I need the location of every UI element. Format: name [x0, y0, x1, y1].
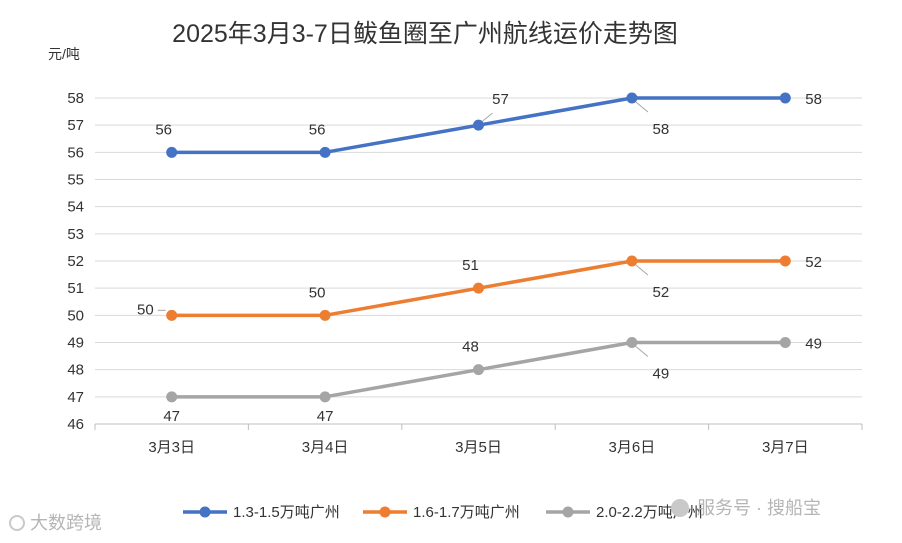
data-point: [319, 309, 331, 321]
y-tick-label: 51: [67, 280, 84, 297]
data-label: 49: [653, 366, 670, 383]
y-tick-label: 53: [67, 226, 84, 243]
data-point: [626, 337, 638, 348]
wechat-icon: [671, 499, 689, 517]
data-point: [779, 337, 791, 348]
legend-marker: [199, 506, 211, 518]
label-leader-line: [482, 112, 493, 122]
y-tick-label: 46: [67, 416, 84, 433]
data-point: [166, 146, 178, 158]
legend-label: 1.6-1.7万吨广州: [413, 504, 520, 521]
x-tick-label: 3月6日: [609, 439, 656, 456]
series-layer: [166, 92, 791, 403]
label-leader-line: [635, 346, 649, 357]
legend-marker: [379, 506, 391, 518]
y-tick-label: 47: [67, 389, 84, 406]
data-label: 49: [805, 336, 822, 353]
data-point: [319, 391, 331, 403]
data-label: 51: [462, 257, 479, 274]
y-tick-label: 48: [67, 362, 84, 379]
y-tick-label: 50: [67, 307, 84, 324]
y-tick-label: 58: [67, 90, 84, 107]
legend-marker: [562, 506, 574, 518]
data-label: 47: [163, 408, 180, 425]
data-label: 50: [137, 301, 154, 318]
data-label: 52: [653, 284, 670, 301]
data-point: [473, 282, 484, 294]
y-tick-label: 49: [67, 335, 84, 352]
data-point: [473, 364, 484, 376]
y-tick-label: 57: [67, 117, 84, 134]
data-point: [779, 92, 791, 104]
x-tick-label: 3月4日: [302, 439, 349, 456]
data-point: [779, 255, 791, 267]
data-label: 52: [805, 254, 822, 271]
x-axis: 3月3日 3月4日 3月5日 3月6日 3月7日: [94, 424, 863, 456]
data-label: 48: [462, 339, 479, 356]
data-label: 58: [653, 121, 670, 138]
y-axis-unit-label: 元/吨: [48, 46, 80, 62]
data-labels-layer: 56 56 57 58 58 50 50 51 52 52 47 47 48 49 49: [137, 91, 822, 425]
y-tick-label: 55: [67, 172, 84, 189]
data-point: [626, 92, 638, 104]
data-label: 50: [309, 284, 326, 301]
chart-title: 2025年3月3-7日鲅鱼圈至广州航线运价走势图: [172, 20, 678, 48]
data-point: [626, 255, 638, 267]
data-point: [319, 146, 331, 158]
label-leader-line: [635, 101, 649, 113]
label-leader-line: [635, 264, 649, 276]
watermark-right-text: 服务号 · 搜船宝: [697, 498, 821, 518]
data-label: 56: [155, 121, 172, 138]
y-axis-ticks: 46 47 48 49 50 51 52 53 54 55 56 57 58: [67, 90, 84, 433]
data-label: 57: [492, 91, 509, 108]
y-tick-label: 56: [67, 144, 84, 161]
data-label: 56: [309, 121, 326, 138]
watermark-logo-icon: [9, 515, 25, 531]
x-tick-label: 3月7日: [762, 439, 809, 456]
watermark-left: 大数跨境: [9, 513, 102, 533]
x-tick-label: 3月3日: [148, 439, 195, 456]
data-point: [166, 309, 178, 321]
watermark-right: 服务号 · 搜船宝: [671, 498, 821, 518]
data-label: 58: [805, 91, 822, 108]
y-tick-label: 54: [67, 199, 84, 216]
y-tick-label: 52: [67, 253, 84, 270]
watermark-left-text: 大数跨境: [30, 513, 102, 533]
data-point: [473, 119, 484, 131]
legend: 1.3-1.5万吨广州 1.6-1.7万吨广州 2.0-2.2万吨广州: [183, 504, 703, 521]
x-tick-label: 3月5日: [455, 439, 502, 456]
legend-label: 1.3-1.5万吨广州: [233, 504, 340, 521]
data-point: [166, 391, 178, 403]
data-label: 47: [317, 408, 334, 425]
